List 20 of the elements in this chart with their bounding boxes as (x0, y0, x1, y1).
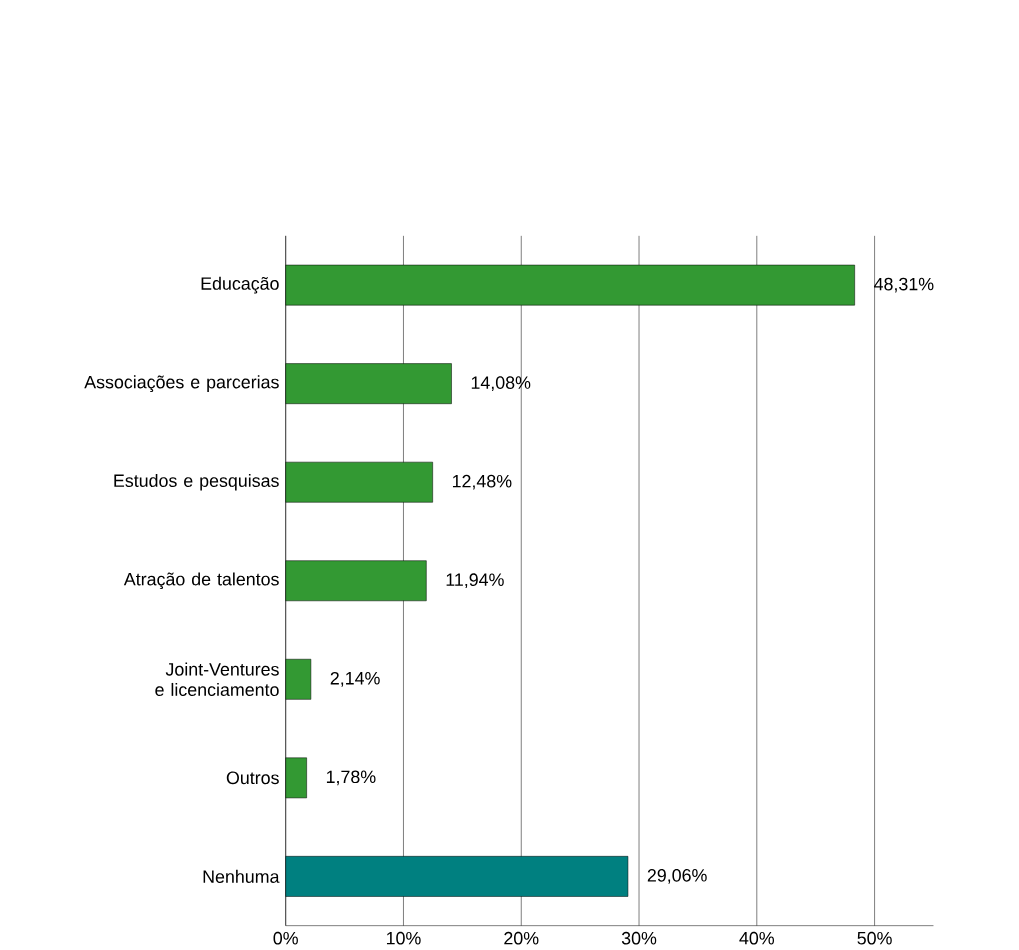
x-tick-label: 0% (273, 931, 298, 945)
data-label: 1,78% (326, 770, 376, 785)
y-tick-label: Nenhuma (203, 869, 280, 883)
y-tick-label: Atração de talentos (123, 572, 279, 589)
x-tick-label: 30% (621, 931, 657, 945)
data-label: 29,06% (647, 868, 707, 884)
y-tick-label: Associações e parcerias (84, 375, 279, 392)
y-tick-label: Estudos e pesquisas (114, 473, 279, 491)
y-tick-label: Outros (226, 771, 279, 784)
data-label: 2,14% (330, 671, 380, 687)
data-label: 14,08% (471, 376, 531, 391)
data-label: 48,31% (874, 277, 934, 293)
data-label: 12,48% (452, 474, 512, 490)
x-tick-label: 50% (857, 931, 892, 945)
x-tick-label: 40% (739, 931, 775, 945)
y-tick-label: Joint-Ventures e licenciamento (155, 662, 279, 696)
data-label: 11,94% (446, 573, 504, 588)
y-tick-label: Educação (201, 276, 279, 294)
x-tick-label: 10% (386, 931, 421, 945)
x-tick-label: 20% (504, 931, 539, 945)
